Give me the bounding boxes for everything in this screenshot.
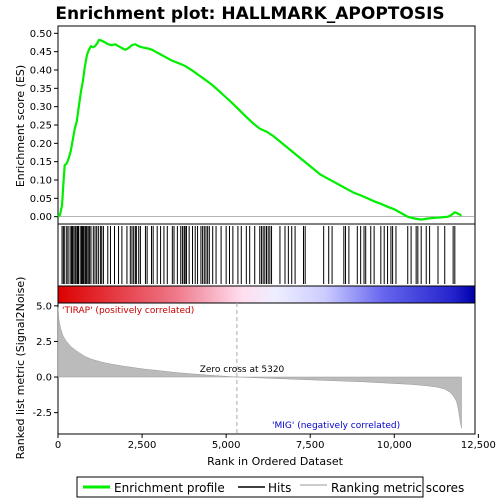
x-tick-label: 7,500 bbox=[296, 440, 325, 451]
legend-item-hits: Hits bbox=[238, 481, 291, 495]
positive-correlation-label: 'TIRAP' (positively correlated) bbox=[62, 306, 194, 316]
hit-marks bbox=[61, 226, 456, 284]
x-tick-label: 10,000 bbox=[377, 440, 412, 451]
x-tick-label: 12,500 bbox=[461, 440, 496, 451]
es-panel-frame bbox=[57, 25, 476, 225]
es-axis-label: Enrichment score (ES) bbox=[14, 65, 27, 187]
es-tick-label: 0.50 bbox=[30, 29, 52, 40]
negative-correlation-label: 'MIG' (negatively correlated) bbox=[272, 421, 400, 431]
legend-label-hits: Hits bbox=[268, 481, 291, 495]
metric-tick-label: 5.0 bbox=[36, 301, 52, 312]
metric-tick-label: 2.5 bbox=[36, 337, 52, 348]
es-tick-label: 0.00 bbox=[30, 212, 52, 223]
rank-color-bar bbox=[57, 285, 476, 304]
x-tick-label: 2,500 bbox=[128, 440, 157, 451]
x-tick-label: 0 bbox=[55, 440, 61, 451]
metric-tick-label: -2.5 bbox=[32, 408, 52, 419]
x-axis-label: Rank in Ordered Dataset bbox=[207, 455, 344, 468]
es-tick-label: 0.30 bbox=[30, 102, 52, 113]
legend-label-enrichment: Enrichment profile bbox=[114, 481, 225, 495]
legend-item-enrichment-profile: Enrichment profile bbox=[83, 481, 225, 495]
enrichment-profile-line bbox=[57, 38, 463, 221]
chart-title: Enrichment plot: HALLMARK_APOPTOSIS bbox=[55, 4, 444, 24]
metric-panel: 5.0 2.5 0.0 -2.5 'TIRAP' (positively correl… bbox=[32, 301, 476, 435]
x-tick-label: 5,000 bbox=[212, 440, 241, 451]
zero-cross-label: Zero cross at 5320 bbox=[200, 365, 285, 375]
metric-tick-label: 0.0 bbox=[36, 373, 52, 384]
es-tick-label: 0.45 bbox=[30, 47, 52, 58]
es-tick-label: 0.25 bbox=[30, 121, 52, 132]
color-gradient bbox=[57, 285, 476, 304]
hits-panel bbox=[57, 223, 476, 287]
metric-axis: 5.0 2.5 0.0 -2.5 bbox=[32, 301, 58, 419]
x-axis: 0 2,500 5,000 7,500 10,000 12,500 bbox=[55, 434, 496, 451]
es-tick-label: 0.10 bbox=[30, 176, 52, 187]
es-tick-label: 0.15 bbox=[30, 157, 52, 168]
legend-label-ranking-metric: Ranking metric scores bbox=[331, 481, 464, 495]
legend-item-ranking-metric: Ranking metric scores bbox=[300, 481, 464, 495]
es-tick-label: 0.20 bbox=[30, 139, 52, 150]
es-axis: 0.00 0.05 0.10 0.15 0.20 0.25 0.30 0.35 0.40 0.45… bbox=[30, 29, 58, 223]
ranking-metric-area bbox=[57, 307, 462, 429]
es-tick-label: 0.05 bbox=[30, 194, 52, 205]
legend: Enrichment profile Hits Ranking metric s… bbox=[76, 476, 464, 498]
es-tick-label: 0.40 bbox=[30, 66, 52, 77]
es-panel: 0.00 0.05 0.10 0.15 0.20 0.25 0.30 0.35 0.40 0.45… bbox=[30, 25, 476, 225]
metric-axis-label: Ranked list metric (Signal2Noise) bbox=[14, 277, 27, 460]
es-tick-label: 0.35 bbox=[30, 84, 52, 95]
